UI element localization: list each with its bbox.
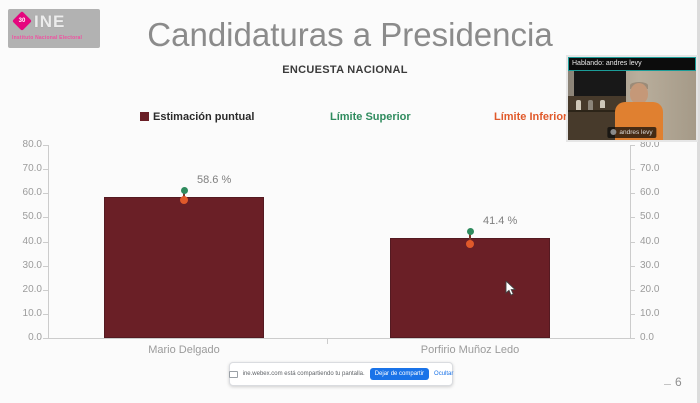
y-tick-label-right: 50.0 xyxy=(640,211,660,223)
legend-label: Límite Inferior xyxy=(494,111,568,123)
y-tick-mark xyxy=(43,289,48,291)
y-tick-label-right: 60.0 xyxy=(640,187,660,199)
stop-sharing-button[interactable]: Dejar de compartir xyxy=(369,368,430,380)
error-bar xyxy=(469,231,471,244)
y-tick-label-left: 0.0 xyxy=(28,332,42,343)
webcam-scene: andres levy xyxy=(568,71,696,140)
page-number: 6 xyxy=(675,375,682,389)
hide-bar-link[interactable]: Ocultar xyxy=(434,371,454,377)
legend-item-limite-inferior: Límite Inferior xyxy=(494,111,567,125)
y-tick-mark xyxy=(43,241,48,243)
person-head xyxy=(630,83,648,104)
y-tick-label-left: 10.0 xyxy=(22,307,42,319)
y-tick-mark xyxy=(43,338,48,339)
screen-share-icon xyxy=(228,370,238,378)
slide-title: Candidaturas a Presidencia xyxy=(147,16,553,53)
y-tick-mark xyxy=(630,217,635,219)
y-tick-mark xyxy=(630,313,635,315)
legend-label: Límite Superior xyxy=(330,111,411,123)
y-tick-label-right: 80.0 xyxy=(640,139,660,150)
y-tick-label-left: 40.0 xyxy=(22,235,42,247)
y-tick-mark xyxy=(630,289,635,291)
legend-label: Estimación puntual xyxy=(153,111,255,123)
webcam-video: Hablando: andres levy andres levy xyxy=(568,57,696,140)
ine-caption: Instituto Nacional Electoral xyxy=(12,35,83,41)
y-tick-label-left: 70.0 xyxy=(22,163,42,175)
bar-porfirio-munoz-ledo xyxy=(390,238,550,338)
y-tick-mark xyxy=(43,217,48,219)
legend-item-limite-superior: Límite Superior xyxy=(330,111,411,125)
participant-name-tag: andres levy xyxy=(607,127,657,138)
y-tick-label-right: 20.0 xyxy=(640,283,660,295)
y-tick-mark xyxy=(43,169,48,171)
shelf-item xyxy=(576,100,581,110)
error-bar xyxy=(183,190,185,201)
y-tick-label-right: 30.0 xyxy=(640,259,660,271)
y-tick-mark xyxy=(630,265,635,267)
screen-share-bar: ine.webex.com está compartiendo tu panta… xyxy=(228,362,454,386)
slide-subtitle: ENCUESTA NACIONAL xyxy=(282,64,408,76)
limite-inferior-marker xyxy=(180,196,188,205)
speaking-indicator: Hablando: andres levy xyxy=(568,57,696,71)
y-tick-label-right: 40.0 xyxy=(640,235,660,247)
window-in-room xyxy=(574,71,626,96)
webcam-video-tile[interactable]: Hablando: andres levy andres levy xyxy=(566,55,698,142)
x-axis-category-label: Mario Delgado xyxy=(148,344,220,356)
bar-value-label: 58.6 % xyxy=(197,173,232,186)
y-tick-label-left: 20.0 xyxy=(22,283,42,295)
y-tick-mark xyxy=(630,338,635,339)
y-tick-label-left: 50.0 xyxy=(22,211,42,223)
mouse-cursor xyxy=(505,281,517,296)
legend-item-estimacion: Estimación puntual xyxy=(140,111,254,125)
y-tick-label-right: 0.0 xyxy=(640,332,654,343)
window-edge xyxy=(697,0,700,403)
share-message: ine.webex.com está compartiendo tu panta… xyxy=(242,371,365,377)
bar-value-label: 41.4 % xyxy=(483,214,518,227)
limite-inferior-marker xyxy=(466,239,474,248)
camera-icon xyxy=(610,129,617,135)
y-tick-label-left: 60.0 xyxy=(22,187,42,199)
y-tick-mark xyxy=(43,313,48,315)
legend-square-icon xyxy=(140,112,149,121)
y-tick-mark xyxy=(43,145,48,146)
x-axis-category-label: Porfirio Muñoz Ledo xyxy=(420,344,520,356)
participant-name: andres levy xyxy=(619,129,653,136)
y-tick-label-left: 30.0 xyxy=(22,259,42,271)
page-dash xyxy=(664,384,671,385)
shelf-item xyxy=(588,100,593,110)
bar-mario-delgado xyxy=(104,196,264,338)
y-tick-mark xyxy=(630,241,635,243)
y-tick-mark xyxy=(630,169,635,171)
y-tick-label-right: 10.0 xyxy=(640,307,660,319)
limite-superior-marker xyxy=(180,187,188,195)
y-tick-mark xyxy=(43,265,48,267)
limite-superior-marker xyxy=(466,228,474,236)
ine-logo: 30 INE Instituto Nacional Electoral xyxy=(8,9,100,48)
ine-acronym: INE xyxy=(34,12,66,31)
y-tick-mark xyxy=(630,145,635,146)
y-tick-mark xyxy=(630,193,635,195)
y-tick-mark xyxy=(43,193,48,195)
shelf-board xyxy=(568,110,626,112)
x-axis xyxy=(48,338,631,339)
shelf-item xyxy=(600,100,605,108)
y-tick-label-left: 80.0 xyxy=(22,139,42,150)
y-tick-label-right: 70.0 xyxy=(640,163,660,175)
y-axis-left xyxy=(48,145,49,339)
x-axis-tick xyxy=(327,338,328,344)
ine-30-badge: 30 xyxy=(18,18,26,24)
